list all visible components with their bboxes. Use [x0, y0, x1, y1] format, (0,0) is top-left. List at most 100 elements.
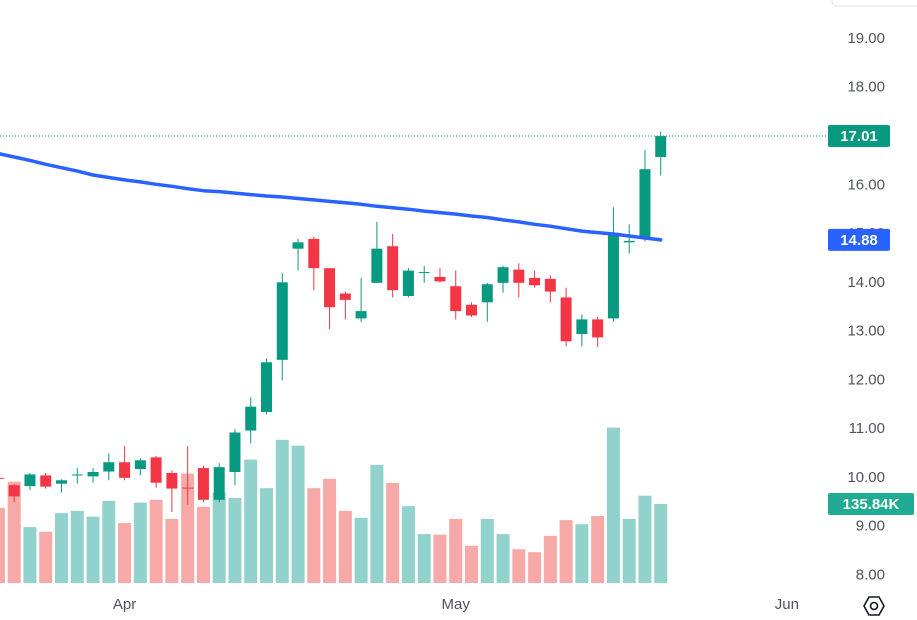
candle-body — [529, 277, 541, 286]
candle-body — [466, 304, 477, 316]
candle-body — [513, 269, 525, 283]
y-tick-label: 11.00 — [849, 420, 885, 437]
volume-bar — [401, 506, 415, 583]
volume-bar — [118, 523, 132, 583]
volume-bar — [543, 535, 557, 583]
volume-bar — [291, 445, 305, 583]
x-tick-label: May — [442, 596, 471, 613]
price-badge-label: 14.88 — [840, 232, 878, 249]
volume-bar — [275, 439, 289, 583]
moving-average-line — [0, 152, 663, 242]
volume-bar — [181, 473, 195, 583]
candle-body — [481, 284, 493, 303]
candle-body — [607, 234, 619, 319]
volume-bar — [480, 518, 494, 583]
candle-body — [418, 272, 430, 274]
candle-body — [402, 270, 414, 296]
volume-bar — [260, 488, 273, 583]
candle-body — [623, 240, 635, 243]
candle-body — [387, 246, 399, 291]
volume-bar — [638, 495, 652, 583]
candle-body — [134, 460, 146, 470]
volume-bar — [7, 481, 21, 583]
volume-bar — [449, 518, 463, 583]
candle-body — [182, 487, 194, 489]
candle-body — [592, 319, 604, 338]
volume-bar — [433, 534, 447, 583]
volume-bar — [606, 427, 620, 583]
candle-body — [245, 406, 257, 431]
volume-bar — [465, 545, 478, 583]
volume-bar — [512, 549, 526, 583]
candle-body — [197, 468, 209, 500]
volume-bar — [55, 513, 68, 583]
volume-bar — [39, 531, 53, 583]
candle-body — [576, 319, 588, 335]
settings-icon[interactable] — [863, 596, 885, 616]
candle-body — [544, 278, 556, 292]
volume-bar — [417, 534, 431, 583]
volume-bar — [386, 482, 400, 583]
volume-bar — [307, 488, 321, 583]
candle-body — [87, 472, 99, 477]
price-badge — [828, 125, 890, 148]
y-tick-label: 12.00 — [847, 371, 885, 388]
volume-bar — [212, 492, 226, 583]
volume-bar — [0, 507, 5, 583]
candle-body — [639, 169, 651, 238]
volume-bar — [70, 510, 84, 583]
x-tick-label: Jun — [775, 596, 799, 613]
candle-body — [560, 297, 572, 342]
candle-body — [71, 474, 83, 476]
candle-body — [24, 474, 36, 487]
volume-bar — [323, 478, 337, 583]
y-tick-label: 19.00 — [847, 30, 885, 47]
plot-area — [0, 131, 668, 583]
volume-bar — [149, 499, 163, 583]
candle-body — [229, 432, 241, 472]
y-tick-label: 16.00 — [847, 176, 885, 193]
volume-bar — [559, 520, 573, 583]
volume-bar — [23, 527, 37, 583]
volume-bar — [228, 498, 242, 583]
price-badge-label: 17.01 — [840, 128, 878, 145]
candle-body — [40, 475, 52, 487]
y-tick-label: 8.00 — [856, 566, 885, 583]
y-tick-label: 13.00 — [847, 323, 885, 340]
candle-body — [8, 485, 20, 497]
volume-bar — [370, 464, 384, 583]
candle-body — [150, 457, 162, 483]
candle-body — [497, 267, 509, 283]
volume-bar — [338, 510, 352, 583]
candle-body — [371, 248, 383, 283]
candle-body — [213, 467, 225, 500]
candle-body — [0, 477, 4, 479]
volume-bar — [622, 518, 636, 583]
candle-body — [119, 462, 131, 478]
volume-bar — [654, 503, 668, 583]
candle-body — [292, 242, 304, 249]
candle-body — [261, 362, 272, 413]
x-tick-label: Apr — [113, 596, 136, 613]
candle-body — [434, 276, 446, 282]
candle-body — [166, 472, 178, 489]
candle-body — [355, 311, 367, 319]
candle-body — [308, 238, 320, 269]
candle-body — [276, 282, 288, 360]
volume-bar — [496, 534, 510, 583]
volume-bar — [133, 502, 147, 583]
price-badge — [828, 492, 914, 515]
toolbar-edge — [831, 0, 917, 7]
candle-body — [56, 480, 67, 484]
volume-bar — [165, 518, 179, 583]
candle-body — [324, 268, 336, 308]
volume-bar — [354, 517, 368, 583]
volume-bar — [196, 506, 210, 583]
y-tick-label: 9.00 — [856, 518, 885, 535]
volume-bar — [102, 500, 116, 583]
candle-body — [655, 136, 667, 158]
volume-bar — [244, 459, 258, 583]
price-badge-label: 135.84K — [843, 496, 900, 513]
volume-bar — [528, 552, 542, 583]
